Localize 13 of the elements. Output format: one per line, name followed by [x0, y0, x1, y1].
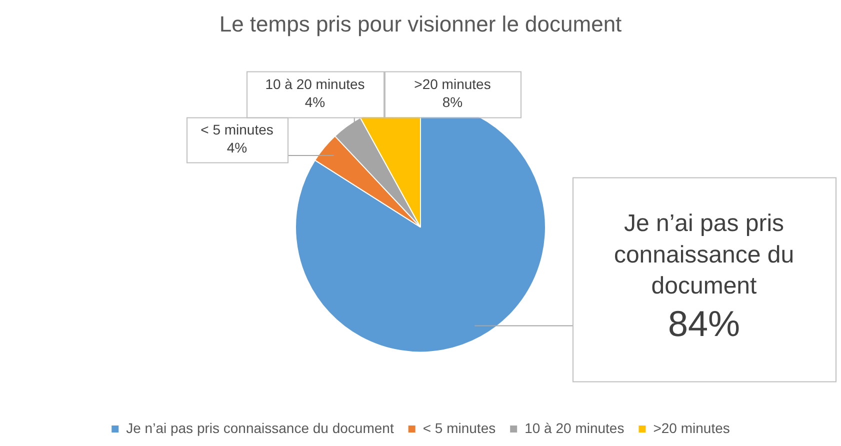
slice-label: < 5 minutes [200, 121, 274, 138]
data-label: 8% [442, 94, 463, 110]
data-label: 84% [668, 302, 740, 344]
legend-label: 10 à 20 minutes [524, 420, 624, 436]
slice-label: 10 à 20 minutes [265, 76, 365, 92]
legend-label: < 5 minutes [422, 420, 496, 436]
data-label: 4% [304, 94, 326, 110]
data-label: 4% [226, 140, 248, 156]
legend-label: Je n’ai pas pris connaissance du document [126, 420, 394, 436]
legend-label: >20 minutes [653, 420, 730, 436]
slice-label: >20 minutes [414, 76, 491, 92]
slice-label: Je n’ai pas pris connaissance du document [614, 210, 794, 300]
chart-title: Le temps pris pour visionner le document [219, 11, 622, 36]
